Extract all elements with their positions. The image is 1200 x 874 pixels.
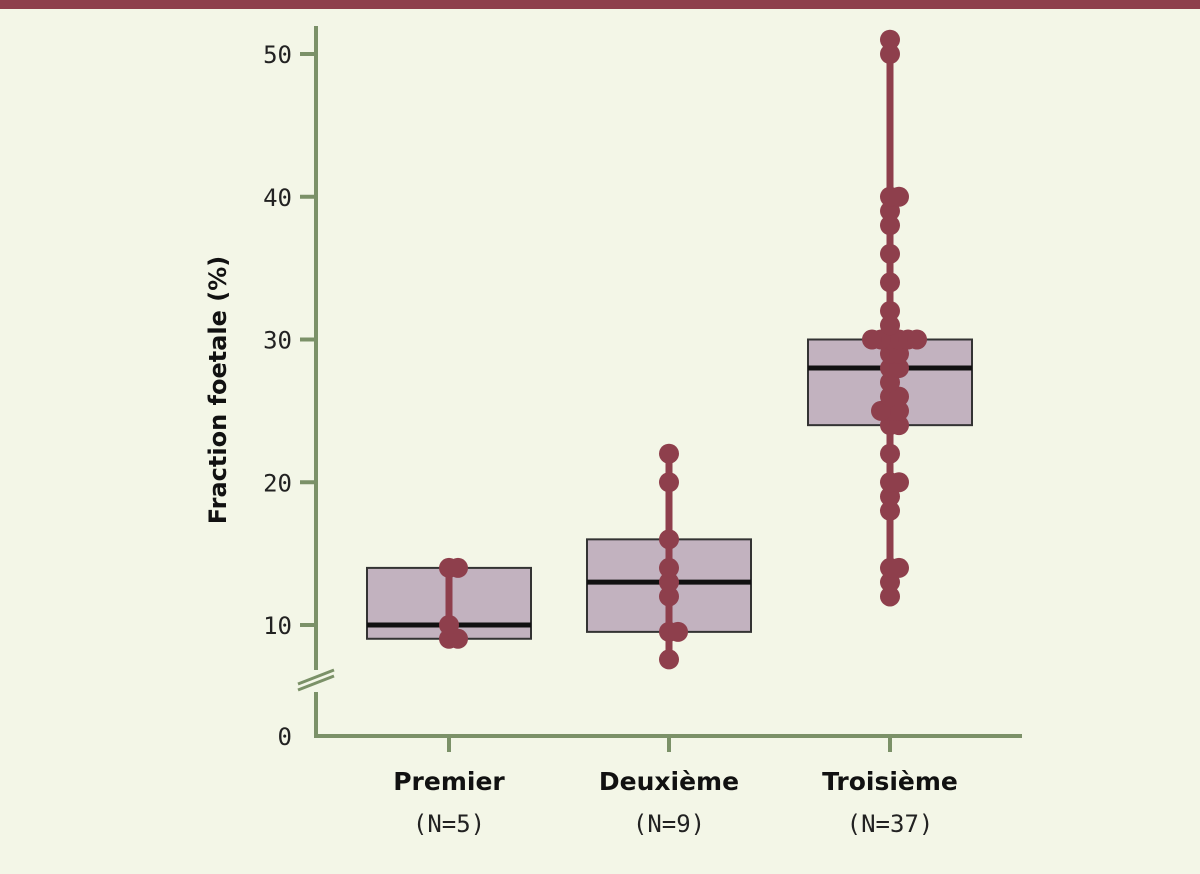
data-point [889, 343, 909, 364]
data-point [889, 386, 909, 407]
data-point [889, 400, 909, 421]
data-point [439, 615, 459, 635]
data-points [439, 29, 927, 670]
data-point [907, 329, 927, 350]
y-tick-label: 40 [263, 184, 292, 212]
data-point [659, 557, 679, 578]
top-accent-bar [0, 0, 1200, 9]
data-point [659, 649, 679, 670]
data-point [880, 201, 900, 222]
axis-break-mark [297, 668, 335, 686]
category-label: Deuxième [599, 767, 739, 796]
data-point [889, 358, 909, 379]
y-axis-title: Fraction foetale (%) [204, 256, 232, 524]
category-count-label: (N=5) [413, 810, 485, 838]
axis-break-mark [297, 674, 335, 692]
y-tick-label: 30 [263, 327, 292, 355]
category-label: Premier [393, 767, 505, 796]
data-point [659, 572, 679, 593]
data-point [862, 329, 882, 350]
y-tick-label: 10 [263, 612, 292, 640]
data-point [880, 572, 900, 593]
y-tick-label: 20 [263, 469, 292, 497]
data-point [659, 443, 679, 464]
data-point [880, 243, 900, 264]
data-point [880, 300, 900, 321]
data-point [659, 586, 679, 607]
data-point [880, 44, 900, 64]
y-tick-label: 0 [278, 723, 292, 751]
category-label: Troisième [822, 767, 958, 796]
category-count-label: (N=9) [633, 810, 705, 838]
y-tick-label: 50 [263, 41, 292, 69]
data-point [889, 557, 909, 578]
data-point [659, 472, 679, 493]
data-point [668, 621, 688, 642]
labels: 0 10 20 30 40 50 Fraction foetale (%) Premier (N… [204, 41, 958, 838]
data-point [880, 29, 900, 50]
data-point [659, 529, 679, 550]
data-point [889, 415, 909, 436]
axes [297, 26, 1022, 752]
data-point [880, 315, 900, 336]
data-point [889, 186, 909, 207]
data-point [880, 486, 900, 507]
data-point [871, 400, 891, 421]
data-point [880, 443, 900, 464]
data-point [880, 586, 900, 607]
data-point [880, 272, 900, 293]
data-point [880, 500, 900, 521]
data-point [880, 215, 900, 236]
data-point [448, 557, 468, 578]
category-count-label: (N=37) [847, 810, 934, 838]
data-point [889, 472, 909, 493]
data-point [880, 372, 900, 393]
